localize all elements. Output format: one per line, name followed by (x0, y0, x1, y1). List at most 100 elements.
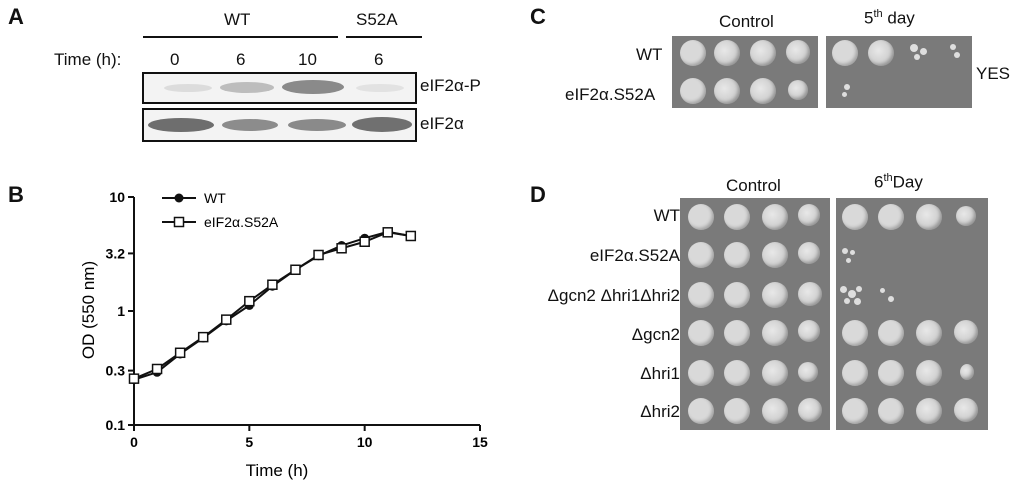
legend-marker (174, 193, 184, 203)
colony (724, 398, 750, 424)
band (352, 117, 412, 132)
colony (916, 204, 942, 230)
data-point (313, 249, 324, 261)
panel-c-label: C (530, 4, 546, 29)
data-point (267, 279, 278, 290)
colony (714, 40, 740, 66)
colony-dot (842, 248, 848, 254)
x-tick-label: 5 (245, 434, 253, 450)
colony-dot (846, 258, 851, 263)
colony (688, 398, 714, 424)
colony-dot (854, 298, 861, 305)
y-tick-label: 0.3 (106, 363, 126, 379)
band (148, 118, 214, 132)
data-point (244, 295, 255, 307)
data-point (151, 363, 163, 375)
data-point (359, 236, 370, 248)
colony (916, 360, 942, 386)
band (164, 84, 212, 92)
group-bar-s52a (346, 36, 422, 38)
colony (724, 242, 750, 268)
y-tick-label: 3.2 (106, 245, 126, 261)
y-tick-label: 1 (117, 303, 125, 319)
colony (762, 282, 788, 308)
data-point (197, 331, 209, 343)
data-point (405, 230, 417, 242)
header-day: 6thDay (874, 172, 923, 193)
colony (762, 320, 788, 346)
legend-marker (173, 216, 185, 228)
data-point (382, 227, 393, 238)
plate-c-day (826, 36, 972, 108)
band (356, 84, 404, 92)
colony (688, 360, 714, 386)
group-bar-wt (143, 36, 338, 38)
colony (724, 360, 750, 386)
colony (688, 204, 714, 230)
header-control: Control (719, 12, 774, 31)
colony (724, 320, 750, 346)
y-axis-label: OD (550 nm) (79, 261, 98, 359)
legend-label: eIF2α.S52A (204, 214, 279, 230)
panel-b-label: B (8, 182, 24, 207)
band (220, 82, 274, 93)
colony (786, 40, 810, 64)
panel-a-label: A (8, 4, 24, 29)
row-label-hri2: Δhri2 (640, 402, 680, 421)
colony (878, 398, 904, 424)
time-0: 0 (170, 50, 180, 69)
header-control: Control (726, 176, 781, 195)
blot-label-phospho: eIF2α-P (420, 76, 481, 95)
plate-d-control (680, 198, 830, 430)
data-point (128, 373, 140, 384)
colony-dot (840, 286, 847, 293)
data-point (221, 314, 232, 325)
y-tick-label: 10 (109, 189, 125, 205)
header-day: 5th day (864, 8, 915, 29)
colony (832, 40, 858, 66)
colony (762, 242, 788, 268)
colony (798, 320, 820, 342)
chart-axes: 0.1 0.3 1 3.2 10 0 5 10 15 WT eIF2α.S52A (106, 189, 488, 450)
colony-dot (848, 290, 856, 298)
plate-d-day (836, 198, 988, 430)
colony (714, 78, 740, 104)
legend-label: WT (204, 190, 226, 206)
group-label-wt: WT (224, 10, 251, 29)
band (288, 119, 346, 131)
colony (680, 40, 706, 66)
colony (724, 204, 750, 230)
header-day-suffix: th (873, 8, 883, 20)
colony (916, 320, 942, 346)
colony (688, 242, 714, 268)
row-label-s52a: eIF2α.S52A (589, 246, 680, 265)
colony-dot (914, 54, 920, 60)
data-point (290, 264, 301, 276)
panel-d-label: D (530, 182, 546, 207)
band (222, 119, 278, 131)
medium-label: YES (976, 64, 1011, 83)
data-point (174, 347, 186, 359)
colony-dot (844, 84, 850, 90)
colony (798, 398, 822, 422)
colony (878, 360, 904, 386)
chart-marks (128, 227, 417, 385)
row-label-triple: Δgcn2 Δhri1Δhri2 (547, 286, 680, 305)
colony-dot (844, 298, 850, 304)
plate-c-control (672, 36, 818, 108)
colony (960, 364, 974, 380)
colony (798, 362, 818, 382)
x-tick-label: 10 (357, 434, 373, 450)
colony-dot (842, 92, 847, 97)
header-day-suffix: th (883, 172, 893, 184)
colony (954, 398, 978, 422)
blot-eif2a-total (142, 108, 417, 142)
colony-dot (880, 288, 885, 293)
header-day-word: day (887, 8, 915, 28)
x-tick-label: 15 (472, 434, 488, 450)
time-10: 10 (298, 50, 317, 69)
time-6: 6 (236, 50, 246, 69)
colony-dot (910, 44, 918, 52)
row-label-hri1: Δhri1 (640, 364, 680, 383)
header-day-number: 6 (874, 172, 884, 192)
